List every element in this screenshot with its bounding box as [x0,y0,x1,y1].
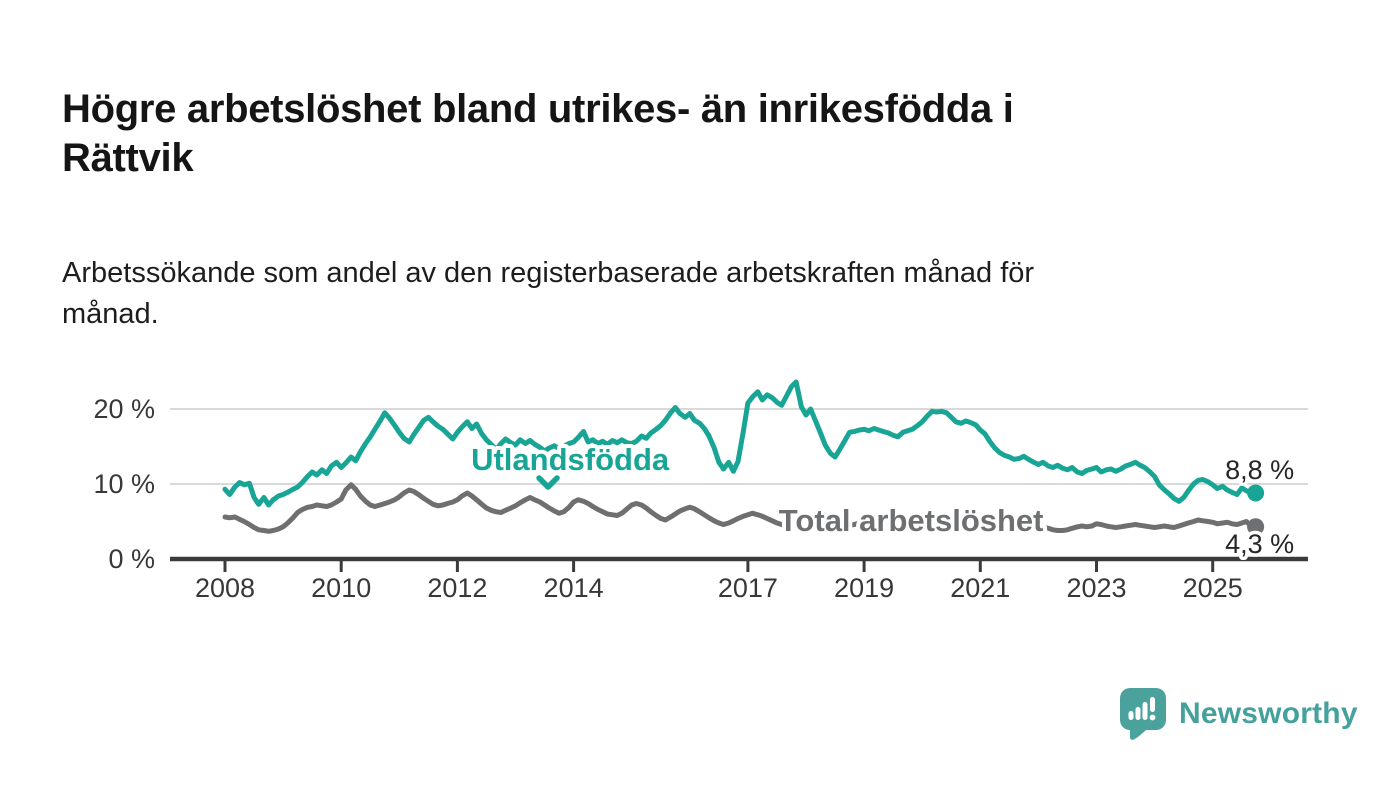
exclamation-dot [1149,714,1156,721]
series-end-dot-utlandsfodda [1247,484,1265,502]
bar-large [1142,702,1148,720]
series-label-caret-down [536,475,560,490]
series-line-total [222,482,1255,534]
x-tick-label-2019: 2019 [834,573,894,603]
y-tick-label-10: 10 % [93,469,155,499]
x-tick-label-2025: 2025 [1183,573,1243,603]
bar-small [1128,711,1134,720]
newsworthy-brand: Newsworthy [1118,686,1358,742]
series-line-utlandsfodda [222,379,1255,508]
y-tick-label-20: 20 % [93,394,155,424]
x-tick-label-2012: 2012 [427,573,487,603]
page-subtitle-line1: Arbetssökande som andel av den registerb… [62,257,1035,289]
bar-medium [1135,707,1141,720]
page-title-line2: Rättvik [62,135,194,180]
exclamation-bar [1150,697,1155,712]
brand-name: Newsworthy [1179,697,1358,730]
y-tick-label-0: 0 % [108,544,155,574]
x-tick-label-2014: 2014 [544,573,604,603]
series-end-value-total: 4,3 % [1225,529,1294,559]
x-tick-label-2010: 2010 [311,573,371,603]
series-label-total: Total arbetslöshet [779,503,1044,538]
page-subtitle-line2: månad. [62,298,159,331]
page-title: Högre arbetslöshet bland utrikes- än inr… [62,85,1252,183]
x-tick-label-2017: 2017 [718,573,778,603]
page-title-line1: Högre arbetslöshet bland utrikes- än inr… [62,86,1014,131]
x-tick-label-2021: 2021 [950,573,1010,603]
series-end-value-utlandsfodda: 8,8 % [1225,455,1294,485]
newsworthy-speech-bubble-bar-chart-icon [1120,688,1166,740]
series-end-dot-total [1247,518,1265,536]
series-label-utlandsfodda: Utlandsfödda [471,442,670,477]
x-tick-label-2008: 2008 [195,573,255,603]
page-subtitle: Arbetssökande som andel av den registerb… [62,253,1262,335]
x-tick-label-2023: 2023 [1066,573,1126,603]
